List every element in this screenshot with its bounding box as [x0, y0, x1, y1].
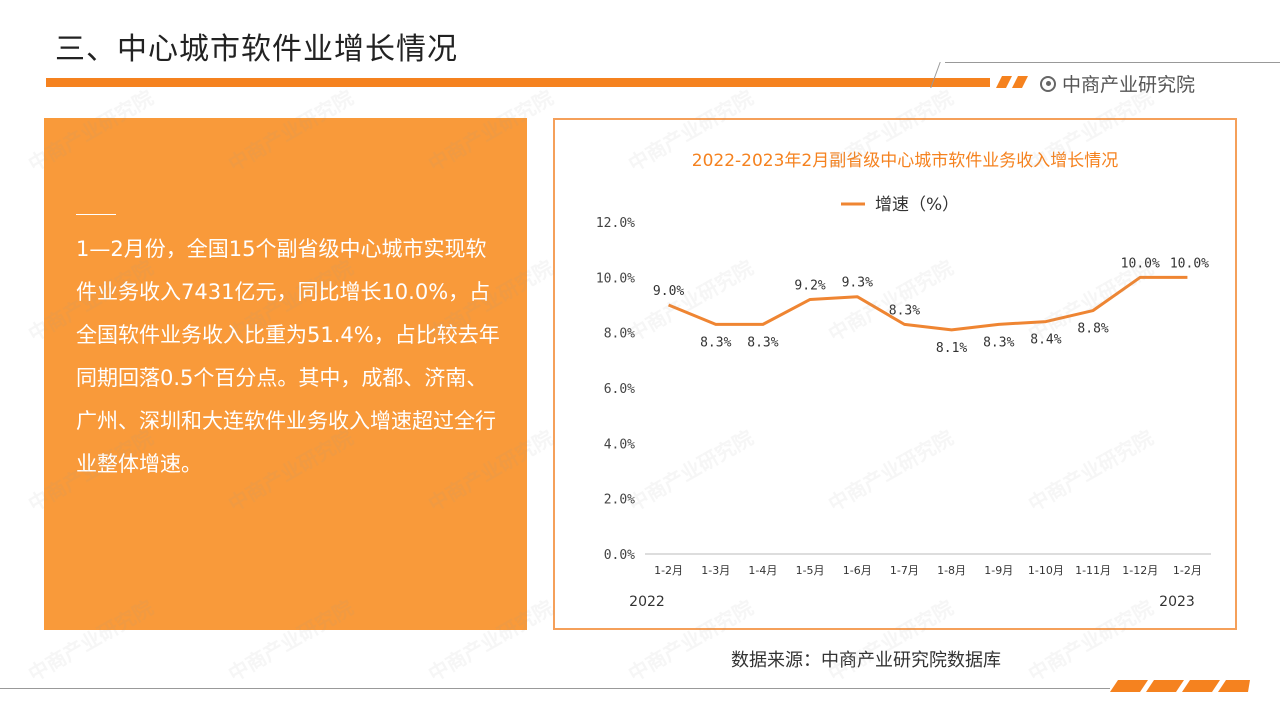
panel-rule [76, 214, 116, 215]
legend-label: 增速（%） [875, 195, 959, 215]
y-tick-label: 10.0% [596, 271, 635, 286]
panel-body-text: 1—2月份，全国15个副省级中心城市实现软件业务收入7431亿元，同比增长10.… [76, 237, 500, 476]
series-line [668, 275, 1188, 332]
y-tick-label: 12.0% [596, 216, 635, 231]
data-label: 8.3% [747, 335, 778, 350]
x-tick-label: 1-10月 [1028, 564, 1064, 577]
data-label: 8.3% [700, 335, 731, 350]
y-tick-label: 4.0% [604, 437, 635, 452]
x-tick-label: 1-2月 [1173, 564, 1202, 577]
y-tick-label: 8.0% [604, 327, 635, 342]
data-label: 8.8% [1077, 322, 1108, 337]
data-label: 8.3% [889, 303, 920, 318]
logo-text: 中商产业研究院 [1062, 74, 1196, 96]
x-tick-label: 1-5月 [796, 564, 825, 577]
y-tick-label: 0.0% [604, 548, 635, 563]
title-divider [945, 62, 1280, 63]
year-label-end: 2023 [1159, 594, 1195, 610]
data-label: 10.0% [1121, 256, 1160, 271]
logo-mark-icon [1040, 75, 1056, 92]
x-tick-label: 1-4月 [748, 564, 777, 577]
x-tick-label: 1-8月 [937, 564, 966, 577]
data-label: 10.0% [1170, 256, 1209, 271]
page-title: 三、中心城市软件业增长情况 [55, 32, 458, 67]
data-label: 9.0% [653, 284, 684, 299]
chart-title: 2022-2023年2月副省级中心城市软件业务收入增长情况 [692, 151, 1118, 171]
x-tick-label: 1-9月 [984, 564, 1013, 577]
data-source: 数据来源：中商产业研究院数据库 [731, 650, 1001, 671]
footer-stripes [1110, 680, 1250, 692]
header-stripes [996, 76, 1028, 88]
x-tick-label: 1-11月 [1075, 564, 1111, 577]
data-label: 8.1% [936, 341, 967, 356]
chart-panel: 2022-2023年2月副省级中心城市软件业务收入增长情况增速（%） 0.0% 2.… [553, 118, 1237, 630]
footer-line [0, 688, 1110, 689]
x-tick-label: 1-7月 [890, 564, 919, 577]
title-bar [46, 78, 990, 87]
y-tick-label: 2.0% [604, 493, 635, 508]
data-label: 9.3% [842, 276, 873, 291]
x-tick-label: 1-12月 [1122, 564, 1158, 577]
x-tick-label: 1-6月 [843, 564, 872, 577]
text-panel: 1—2月份，全国15个副省级中心城市实现软件业务收入7431亿元，同比增长10.… [44, 118, 527, 630]
x-tick-label: 1-2月 [654, 564, 683, 577]
data-label: 8.4% [1030, 333, 1061, 348]
logo: 中商产业研究院 [1040, 70, 1195, 97]
y-tick-label: 6.0% [604, 382, 635, 397]
data-label: 8.3% [983, 335, 1014, 350]
data-label: 9.2% [794, 278, 825, 293]
year-label-start: 2022 [629, 594, 665, 610]
x-tick-label: 1-3月 [701, 564, 730, 577]
